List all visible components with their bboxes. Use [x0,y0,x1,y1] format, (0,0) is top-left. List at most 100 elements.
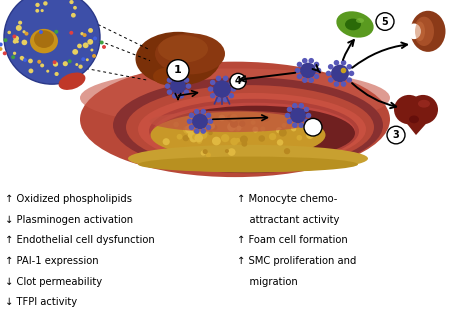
Circle shape [304,119,322,136]
Circle shape [184,77,189,83]
Circle shape [326,71,331,76]
Circle shape [208,86,213,92]
Circle shape [240,135,248,143]
Circle shape [13,36,19,41]
Circle shape [314,74,319,79]
Circle shape [239,121,246,127]
Circle shape [201,128,206,134]
Circle shape [81,32,84,35]
Circle shape [346,77,352,83]
Circle shape [39,30,43,34]
Circle shape [334,81,339,87]
Ellipse shape [138,93,366,165]
Circle shape [22,30,26,33]
Circle shape [296,135,302,140]
Circle shape [219,115,225,121]
Circle shape [309,58,314,63]
Circle shape [216,76,221,81]
Ellipse shape [409,116,419,123]
Circle shape [199,131,208,139]
Circle shape [216,97,221,103]
Circle shape [72,49,78,55]
Circle shape [16,40,19,43]
Circle shape [269,133,276,140]
Circle shape [252,126,258,132]
Circle shape [55,30,58,34]
Circle shape [78,64,83,69]
Ellipse shape [34,30,54,48]
Circle shape [277,139,283,146]
Circle shape [262,113,270,122]
Circle shape [68,59,72,63]
Circle shape [189,113,194,118]
Circle shape [284,148,290,154]
Circle shape [100,41,104,44]
Ellipse shape [415,22,425,41]
Circle shape [228,80,234,85]
Circle shape [295,68,301,73]
Ellipse shape [418,100,430,108]
Circle shape [251,120,255,125]
Circle shape [231,86,237,92]
Circle shape [8,31,11,34]
Text: ↑ Oxidized phospholipids: ↑ Oxidized phospholipids [5,194,132,204]
Circle shape [28,68,33,73]
Ellipse shape [158,35,208,63]
Circle shape [37,60,41,64]
Circle shape [314,62,319,67]
Circle shape [331,65,349,82]
Circle shape [334,60,339,65]
Circle shape [212,125,218,130]
Circle shape [190,117,195,122]
Circle shape [341,81,346,87]
Circle shape [302,58,308,63]
Circle shape [0,42,3,46]
Circle shape [189,124,194,130]
Circle shape [291,126,296,131]
Circle shape [199,118,205,125]
Circle shape [163,138,170,145]
Circle shape [209,123,215,129]
Circle shape [208,119,213,124]
Ellipse shape [149,99,359,163]
Ellipse shape [126,85,374,169]
Circle shape [36,9,39,13]
Circle shape [230,73,246,89]
Circle shape [201,150,206,156]
Circle shape [206,152,211,157]
Circle shape [376,13,394,30]
Circle shape [102,45,106,49]
Ellipse shape [153,67,183,85]
Circle shape [167,77,173,83]
Circle shape [172,93,178,99]
Circle shape [387,126,405,144]
Ellipse shape [155,33,225,74]
Circle shape [25,32,28,36]
Circle shape [35,3,40,7]
Ellipse shape [149,111,315,132]
Circle shape [300,63,316,78]
Circle shape [230,138,238,145]
Circle shape [21,40,27,45]
Circle shape [178,74,184,79]
Circle shape [69,0,73,4]
Ellipse shape [337,11,374,38]
Circle shape [316,68,321,73]
Circle shape [81,57,85,61]
Circle shape [210,80,216,85]
Circle shape [53,60,56,64]
Circle shape [292,103,298,109]
Circle shape [194,134,203,142]
Text: 5: 5 [382,17,388,27]
Circle shape [203,149,208,154]
Circle shape [328,77,334,83]
Text: attractant activity: attractant activity [237,215,339,225]
Circle shape [228,148,236,156]
Circle shape [167,89,173,95]
Circle shape [279,129,287,136]
Text: 1: 1 [174,65,182,75]
Circle shape [186,83,191,89]
Circle shape [341,60,346,65]
Circle shape [212,137,221,145]
Circle shape [185,125,194,133]
